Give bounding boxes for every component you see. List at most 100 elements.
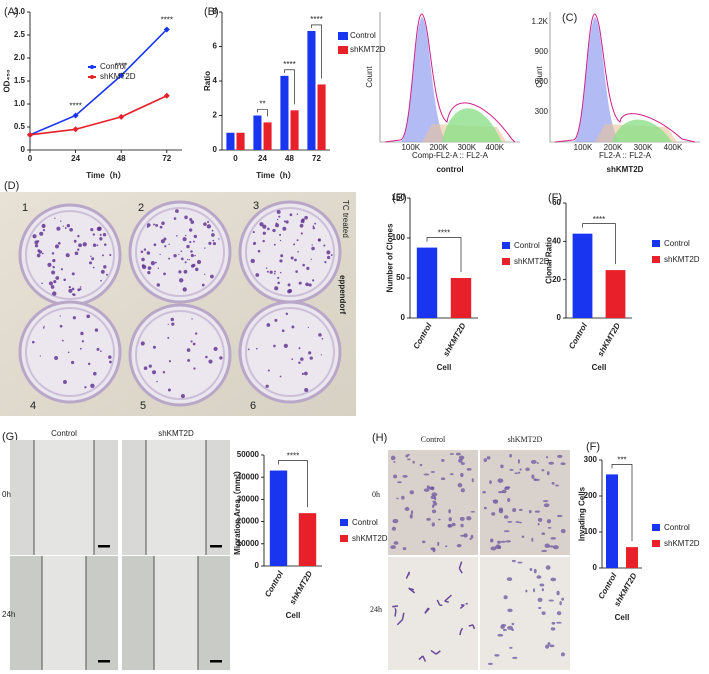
colony <box>298 361 301 365</box>
colony <box>267 369 270 372</box>
cell <box>511 559 516 563</box>
y-tick-label: 150 <box>392 193 406 202</box>
well-number: 6 <box>250 400 256 412</box>
cell <box>511 628 514 631</box>
y-tick-label: 40 <box>552 236 561 245</box>
colony <box>279 375 282 378</box>
cell <box>506 486 511 489</box>
cell <box>410 510 414 515</box>
colony <box>55 276 60 280</box>
bar <box>290 110 299 150</box>
colony <box>180 250 183 253</box>
colony <box>192 263 196 267</box>
colony <box>69 227 73 232</box>
cell <box>560 462 566 466</box>
colony <box>109 360 112 364</box>
y-axis-label: Number of Clones <box>386 223 395 292</box>
legend-label: Control <box>100 62 126 71</box>
legend-label: shKMT2D <box>664 539 700 548</box>
y-tick-label: 100 <box>392 233 406 242</box>
y-tick-label: 50 <box>396 273 405 282</box>
x-axis-label: Cell <box>615 613 630 622</box>
colony <box>57 241 61 245</box>
panel-label: (H) <box>372 432 387 444</box>
y-tick-label: 10000 <box>237 539 260 548</box>
cell <box>441 459 445 463</box>
well-inner <box>25 307 115 397</box>
colony <box>279 259 283 263</box>
x-tick-label: shKMT2D <box>441 321 467 358</box>
cell <box>487 662 493 665</box>
colony <box>79 286 82 288</box>
cell <box>489 538 494 543</box>
colony <box>78 243 82 248</box>
colony <box>91 257 95 261</box>
scale-bar <box>210 660 222 663</box>
y-tick-label: 200 <box>584 491 598 500</box>
colony <box>180 257 184 261</box>
colony <box>213 346 218 352</box>
cell <box>556 590 560 596</box>
cell <box>405 454 409 458</box>
y-tick-label: 40000 <box>237 472 260 481</box>
colony <box>88 261 92 265</box>
colony <box>79 347 82 350</box>
y-axis-label: Migration Area（mm²） <box>232 466 242 555</box>
cell <box>431 522 435 527</box>
colony <box>204 247 206 249</box>
well <box>18 300 122 404</box>
g1-peak <box>400 17 447 142</box>
y-axis-label: Ratio <box>203 71 212 91</box>
y-tick-label: 300 <box>584 455 598 464</box>
cell <box>466 516 472 521</box>
y-tick-label: 50000 <box>237 450 260 459</box>
x-tick-label: Control <box>567 321 589 351</box>
colony <box>212 242 216 246</box>
colony <box>77 248 80 251</box>
x-tick-label: 24 <box>71 154 80 163</box>
well-inner <box>25 210 115 300</box>
cell <box>489 480 492 485</box>
cell <box>552 545 559 550</box>
legend-swatch <box>652 540 660 547</box>
panel-label: (D) <box>4 180 19 192</box>
y-tick-label: 900 <box>535 47 549 56</box>
colony <box>289 213 293 217</box>
colony <box>51 252 55 255</box>
x-tick-label: 72 <box>162 154 171 163</box>
point-marker <box>163 92 170 99</box>
cell <box>430 547 436 551</box>
colony <box>178 270 182 274</box>
legend-swatch <box>652 256 660 263</box>
significance: ** <box>259 100 265 109</box>
significance: **** <box>283 60 295 69</box>
wound-gap <box>34 440 94 555</box>
cell <box>402 547 407 551</box>
cell <box>391 526 397 531</box>
colony <box>90 227 94 232</box>
colony <box>90 255 92 258</box>
x-tick-label: 400K <box>485 143 504 152</box>
colony <box>51 270 56 275</box>
colony <box>274 286 279 291</box>
colony <box>312 226 315 230</box>
colony <box>306 266 310 271</box>
colony <box>283 343 288 348</box>
significance: **** <box>438 229 450 238</box>
colony <box>82 242 87 247</box>
colony <box>179 278 184 283</box>
colony <box>311 244 313 246</box>
y-tick-label: 20000 <box>237 517 260 526</box>
x-axis-label: Cell <box>592 363 607 372</box>
cell <box>539 583 545 587</box>
cell <box>445 545 448 548</box>
cell <box>546 519 552 524</box>
colony <box>282 226 287 231</box>
cell <box>512 507 517 513</box>
cell <box>390 455 396 461</box>
significance-bracket <box>284 69 295 105</box>
column-label: shKMT2D <box>158 429 194 438</box>
cell <box>550 627 556 631</box>
cell <box>495 544 501 549</box>
colony <box>84 386 87 389</box>
